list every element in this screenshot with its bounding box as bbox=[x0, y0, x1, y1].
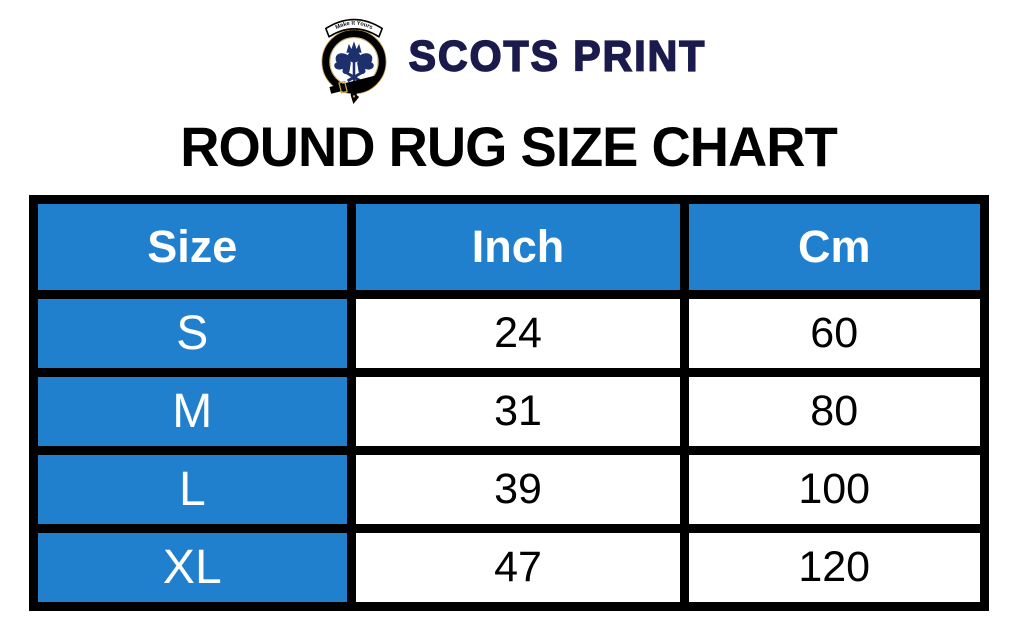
brand-name: SCOTS PRINT bbox=[408, 30, 707, 80]
cm-cell: 100 bbox=[679, 446, 989, 533]
cm-cell: 120 bbox=[679, 524, 989, 611]
inch-cell: 31 bbox=[347, 368, 689, 455]
header-cm: Cm bbox=[679, 195, 989, 299]
header-size: Size bbox=[28, 195, 357, 299]
page-title: ROUND RUG SIZE CHART bbox=[180, 115, 838, 178]
size-cell: M bbox=[28, 368, 357, 455]
cm-cell: 60 bbox=[679, 290, 989, 377]
motto-ribbon: Make It Yours bbox=[324, 18, 383, 38]
cm-cell: 80 bbox=[679, 368, 989, 455]
size-table-body: S 24 60 M 31 80 L 39 100 XL 47 120 bbox=[28, 290, 989, 611]
inch-cell: 24 bbox=[347, 290, 689, 377]
inch-cell: 39 bbox=[347, 446, 689, 533]
table-row: L 39 100 bbox=[28, 446, 989, 533]
inch-cell: 47 bbox=[347, 524, 689, 611]
clan-badge-icon: Make It Yours bbox=[321, 18, 387, 104]
badge-belt bbox=[329, 75, 379, 104]
thistle-icon bbox=[333, 41, 374, 83]
size-cell: S bbox=[28, 290, 357, 377]
table-header-row: Size Inch Cm bbox=[28, 195, 989, 299]
size-cell: XL bbox=[28, 524, 357, 611]
table-row: M 31 80 bbox=[28, 368, 989, 455]
badge-motto-text: Make It Yours bbox=[334, 21, 373, 31]
table-row: XL 47 120 bbox=[28, 524, 989, 611]
size-cell: L bbox=[28, 446, 357, 533]
brand-header: Make It Yours SCOTS PRINT bbox=[0, 0, 1017, 104]
header-inch: Inch bbox=[347, 195, 689, 299]
table-row: S 24 60 bbox=[28, 290, 989, 377]
size-chart-table: Size Inch Cm S 24 60 M 31 80 L 39 100 XL 47 120 bbox=[28, 195, 989, 611]
